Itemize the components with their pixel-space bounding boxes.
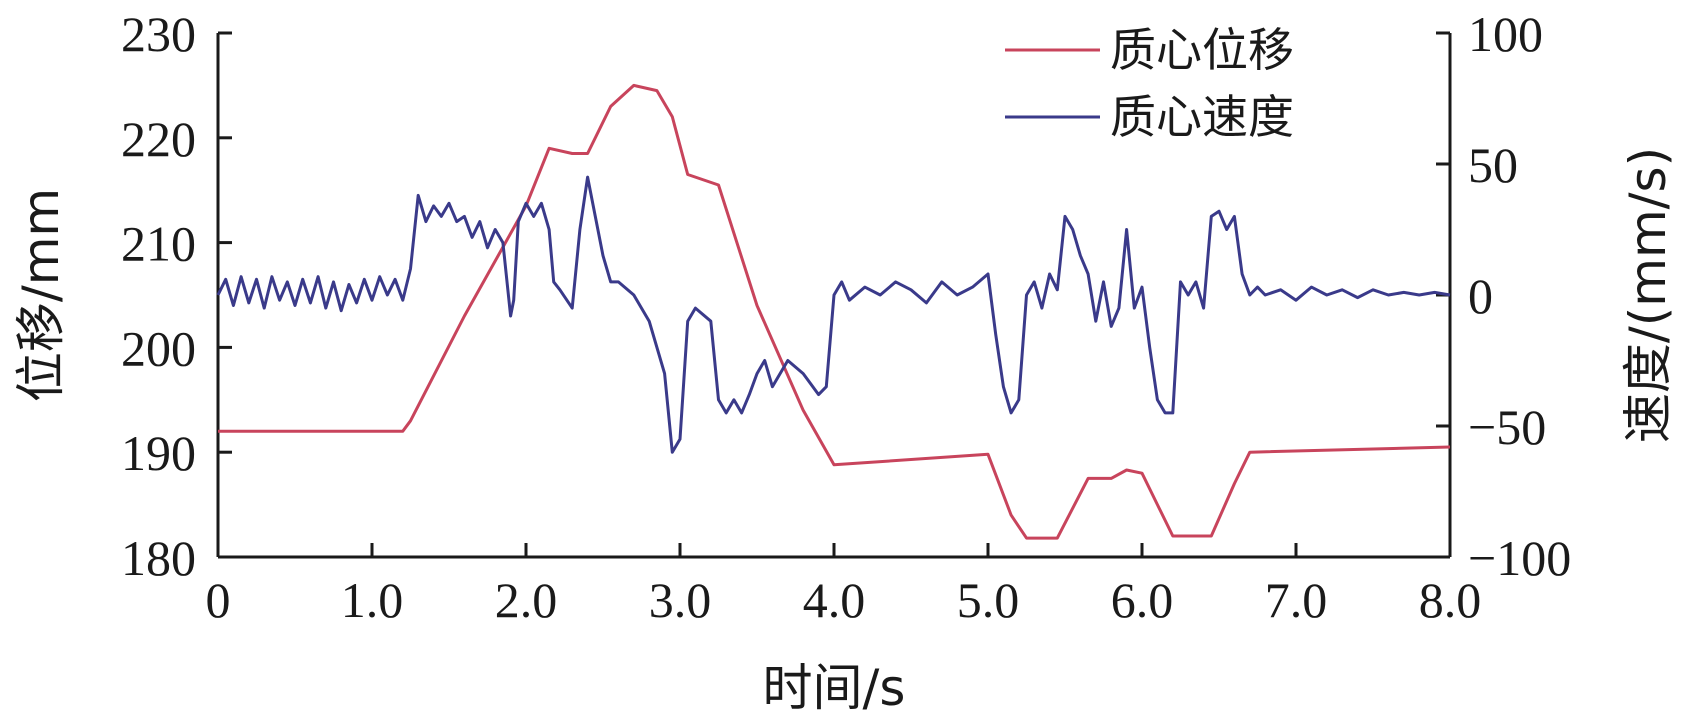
right-y-tick-label: −50 xyxy=(1468,399,1546,455)
left-y-tick-label: 220 xyxy=(121,111,196,167)
legend-label-velocity: 质心速度 xyxy=(1110,90,1294,144)
x-tick-label: 5.0 xyxy=(957,572,1020,628)
legend-label-displacement: 质心位移 xyxy=(1110,23,1294,77)
left-y-tick-label: 190 xyxy=(121,425,196,481)
x-axis-ticks: 0 1.0 2.0 3.0 4.0 5.0 6.0 7.0 8.0 xyxy=(206,543,1482,628)
x-axis-title: 时间/s xyxy=(763,659,906,717)
x-tick-label: 1.0 xyxy=(341,572,404,628)
x-tick-label: 6.0 xyxy=(1111,572,1174,628)
right-y-tick-label: −100 xyxy=(1468,530,1571,586)
right-y-axis-ticks: −100 −50 0 50 100 xyxy=(1436,6,1571,586)
right-y-tick-label: 0 xyxy=(1468,268,1493,324)
velocity-series-line xyxy=(216,175,1451,454)
left-y-axis-title: 位移/mm xyxy=(12,188,70,402)
series-layer xyxy=(216,83,1451,540)
right-y-axis-title: 速度/(mm/s) xyxy=(1619,147,1677,443)
left-y-tick-label: 210 xyxy=(121,216,196,272)
left-y-tick-label: 230 xyxy=(121,6,196,62)
legend: 质心位移 质心速度 xyxy=(1005,23,1294,144)
left-y-axis-ticks: 180 190 200 210 220 230 xyxy=(121,6,232,586)
left-y-tick-label: 180 xyxy=(121,530,196,586)
x-tick-label: 2.0 xyxy=(495,572,558,628)
right-y-tick-label: 50 xyxy=(1468,137,1518,193)
x-tick-label: 4.0 xyxy=(803,572,866,628)
x-tick-label: 7.0 xyxy=(1265,572,1328,628)
left-y-tick-label: 200 xyxy=(121,320,196,376)
displacement-series-line xyxy=(218,83,1451,540)
x-tick-label: 0 xyxy=(206,572,231,628)
x-tick-label: 3.0 xyxy=(649,572,712,628)
x-tick-label: 8.0 xyxy=(1419,572,1482,628)
right-y-tick-label: 100 xyxy=(1468,6,1543,62)
